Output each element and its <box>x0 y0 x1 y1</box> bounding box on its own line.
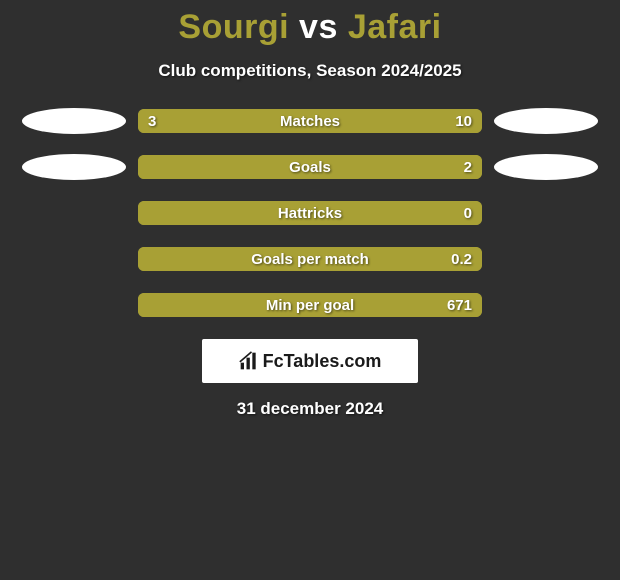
player1-marker <box>22 108 126 134</box>
brand-box[interactable]: FcTables.com <box>202 339 418 383</box>
subtitle: Club competitions, Season 2024/2025 <box>0 61 620 81</box>
stat-bar: Min per goal671 <box>138 293 482 317</box>
player2-marker <box>494 154 598 180</box>
stat-bar: Goals2 <box>138 155 482 179</box>
stat-row: 3Matches10 <box>0 109 620 133</box>
player2-name: Jafari <box>348 8 442 46</box>
stat-row: Goals per match0.2 <box>0 247 620 271</box>
stat-row: Min per goal671 <box>0 293 620 317</box>
stat-rows: 3Matches10 Goals2 Hattricks0 Goals per matc… <box>0 109 620 317</box>
stat-right-value: 0.2 <box>451 247 472 271</box>
stat-right-value: 2 <box>464 155 472 179</box>
brand-text: FcTables.com <box>263 351 382 372</box>
page-title: Sourgi vs Jafari <box>0 8 620 47</box>
stat-bar: Hattricks0 <box>138 201 482 225</box>
player1-marker <box>22 154 126 180</box>
stat-row: Goals2 <box>0 155 620 179</box>
stat-right-value: 0 <box>464 201 472 225</box>
stat-label: Hattricks <box>138 201 482 225</box>
comparison-widget: Sourgi vs Jafari Club competitions, Seas… <box>0 0 620 419</box>
bar-chart-icon <box>239 351 259 371</box>
stat-label: Min per goal <box>138 293 482 317</box>
player2-marker <box>494 108 598 134</box>
stat-label: Goals per match <box>138 247 482 271</box>
date-line: 31 december 2024 <box>0 399 620 419</box>
stat-bar: 3Matches10 <box>138 109 482 133</box>
stat-right-value: 671 <box>447 293 472 317</box>
stat-label: Goals <box>138 155 482 179</box>
stat-label: Matches <box>138 109 482 133</box>
stat-row: Hattricks0 <box>0 201 620 225</box>
title-vs: vs <box>299 8 338 46</box>
player1-name: Sourgi <box>178 8 289 46</box>
stat-right-value: 10 <box>455 109 472 133</box>
stat-bar: Goals per match0.2 <box>138 247 482 271</box>
